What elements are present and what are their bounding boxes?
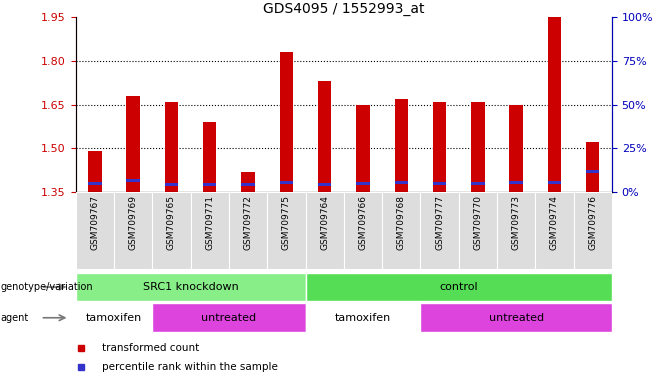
Text: GSM709773: GSM709773 xyxy=(512,195,520,250)
Text: GSM709771: GSM709771 xyxy=(205,195,215,250)
Bar xyxy=(164,102,178,192)
Text: tamoxifen: tamoxifen xyxy=(335,313,391,323)
Bar xyxy=(420,303,612,332)
Bar xyxy=(395,99,408,192)
Bar xyxy=(356,182,370,185)
Bar xyxy=(356,104,370,192)
Bar xyxy=(88,182,101,185)
Text: GSM709770: GSM709770 xyxy=(473,195,482,250)
Bar xyxy=(241,183,255,186)
Bar xyxy=(305,303,420,332)
Bar xyxy=(88,151,101,192)
Text: GSM709767: GSM709767 xyxy=(90,195,99,250)
Bar xyxy=(305,192,344,269)
Text: tamoxifen: tamoxifen xyxy=(86,313,142,323)
Text: GSM709774: GSM709774 xyxy=(550,195,559,250)
Text: transformed count: transformed count xyxy=(103,343,200,354)
Text: control: control xyxy=(440,282,478,292)
Bar xyxy=(509,181,523,184)
Text: GSM709776: GSM709776 xyxy=(588,195,597,250)
Bar xyxy=(382,192,420,269)
Bar xyxy=(574,192,612,269)
Bar xyxy=(241,172,255,192)
Bar xyxy=(114,192,152,269)
Bar xyxy=(547,181,561,184)
Bar xyxy=(152,192,191,269)
Text: GSM709766: GSM709766 xyxy=(359,195,367,250)
Text: GSM709764: GSM709764 xyxy=(320,195,329,250)
Text: untreated: untreated xyxy=(201,313,257,323)
Bar xyxy=(433,182,446,185)
Bar xyxy=(433,102,446,192)
Text: genotype/variation: genotype/variation xyxy=(1,282,93,292)
Bar xyxy=(305,273,612,301)
Bar xyxy=(420,192,459,269)
Bar xyxy=(76,273,305,301)
Text: GSM709769: GSM709769 xyxy=(128,195,138,250)
Bar xyxy=(318,81,332,192)
Bar xyxy=(267,192,305,269)
Bar xyxy=(152,303,305,332)
Text: GSM709768: GSM709768 xyxy=(397,195,406,250)
Bar xyxy=(586,170,599,173)
Title: GDS4095 / 1552993_at: GDS4095 / 1552993_at xyxy=(263,2,424,16)
Text: GSM709775: GSM709775 xyxy=(282,195,291,250)
Text: GSM709777: GSM709777 xyxy=(435,195,444,250)
Text: GSM709765: GSM709765 xyxy=(167,195,176,250)
Text: SRC1 knockdown: SRC1 knockdown xyxy=(143,282,238,292)
Bar xyxy=(229,192,267,269)
Bar xyxy=(191,192,229,269)
Bar xyxy=(126,179,140,182)
Bar xyxy=(126,96,140,192)
Bar xyxy=(395,181,408,184)
Text: percentile rank within the sample: percentile rank within the sample xyxy=(103,362,278,372)
Bar xyxy=(318,183,332,185)
Bar xyxy=(203,122,216,192)
Bar xyxy=(76,192,114,269)
Text: GSM709772: GSM709772 xyxy=(243,195,253,250)
Bar xyxy=(76,303,152,332)
Text: agent: agent xyxy=(1,313,29,323)
Bar xyxy=(536,192,574,269)
Bar xyxy=(203,183,216,185)
Bar xyxy=(497,192,536,269)
Bar xyxy=(164,183,178,185)
Text: untreated: untreated xyxy=(489,313,544,323)
Bar xyxy=(509,104,523,192)
Bar xyxy=(471,102,484,192)
Bar xyxy=(459,192,497,269)
Bar xyxy=(586,142,599,192)
Bar xyxy=(547,17,561,192)
Bar xyxy=(280,181,293,184)
Bar xyxy=(344,192,382,269)
Bar xyxy=(471,182,484,185)
Bar xyxy=(280,52,293,192)
